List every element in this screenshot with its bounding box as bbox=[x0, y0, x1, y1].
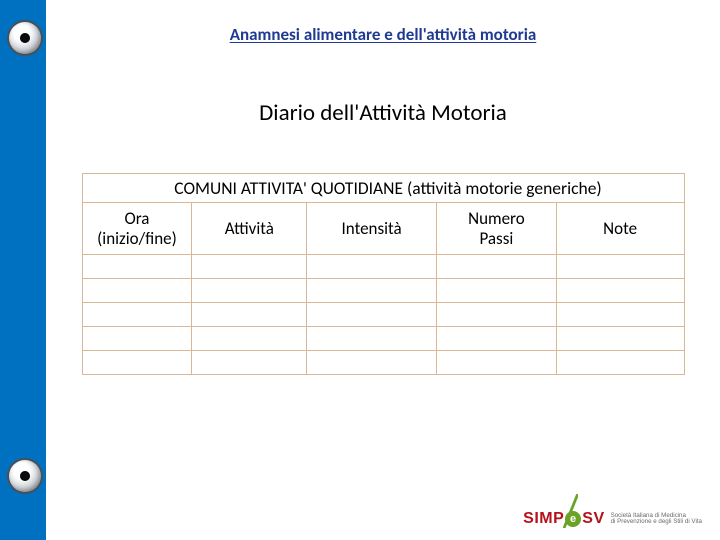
col-header-note: Note bbox=[556, 203, 684, 255]
logo-part-e: e bbox=[565, 511, 581, 527]
binder-rings bbox=[0, 0, 46, 540]
col-header-label: NumeroPassi bbox=[468, 208, 525, 249]
col-header-attivita: Attività bbox=[192, 203, 307, 255]
page-title: Diario dell'Attività Motoria bbox=[74, 99, 692, 127]
logo-subtitle-line: di Prevenzione e degli Stili di Vita bbox=[611, 519, 702, 526]
table-row bbox=[82, 279, 684, 303]
binder-ring-icon bbox=[9, 460, 41, 492]
col-header-passi: NumeroPassi bbox=[436, 203, 556, 255]
logo-part-sv: SV bbox=[582, 510, 604, 527]
page-content: Anamnesi alimentare e dell'attività moto… bbox=[46, 0, 720, 540]
footer-logo: SIMPeSV Società Italiana di Medicina di … bbox=[523, 510, 702, 528]
table-row bbox=[82, 303, 684, 327]
logo-subtitle: Società Italiana di Medicina di Prevenzi… bbox=[611, 513, 702, 526]
col-header-ora: Ora(inizio/fine) bbox=[82, 203, 192, 255]
table-row bbox=[82, 255, 684, 279]
col-header-label: Ora(inizio/fine) bbox=[97, 208, 177, 249]
col-header-intensita: Intensità bbox=[307, 203, 437, 255]
table-row bbox=[82, 351, 684, 375]
binder-ring-icon bbox=[9, 22, 41, 54]
page-header-title: Anamnesi alimentare e dell'attività moto… bbox=[74, 24, 692, 45]
logo-text: SIMPeSV bbox=[523, 510, 604, 528]
table-row bbox=[82, 327, 684, 351]
activity-diary-table: COMUNI ATTIVITA' QUOTIDIANE (attività mo… bbox=[82, 173, 685, 375]
logo-part-simp: SIMP bbox=[523, 510, 564, 527]
table-section-header: COMUNI ATTIVITA' QUOTIDIANE (attività mo… bbox=[82, 174, 684, 203]
